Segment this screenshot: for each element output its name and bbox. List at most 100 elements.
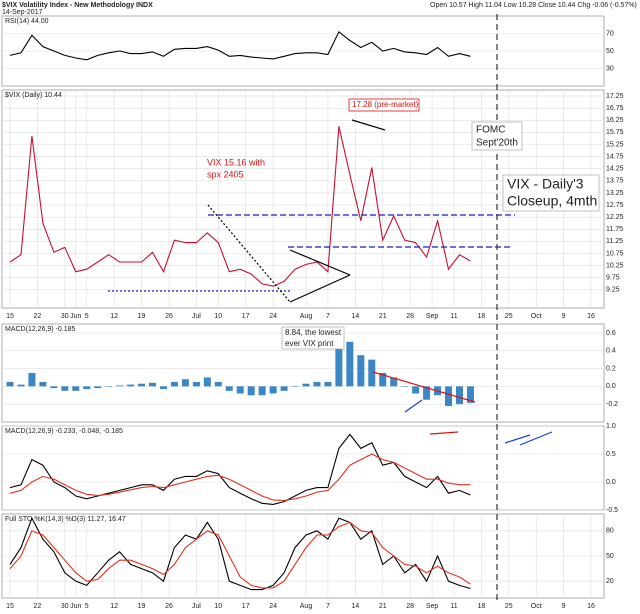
histogram-bar [116,385,124,387]
annotation: ever VIX print [285,339,334,348]
annotation: VIX - Daily'3 [507,176,584,192]
x-tick-label: 11 [450,313,457,320]
y-tick-label: -0.2 [606,401,618,408]
histogram-bar [159,386,167,390]
y-tick-label: 9.75 [606,275,620,282]
y-tick-label: 30 [606,65,614,72]
histogram-bar [192,381,200,387]
histogram-bar [138,383,146,387]
x-tick-label: 28 [406,313,414,320]
histogram-bar [247,386,255,396]
x-tick-label: 30 [61,313,69,320]
y-tick-label: 10.75 [606,250,624,257]
x-tick-label: Oct [531,603,542,610]
histogram-bar [170,381,178,387]
histogram-bar [39,381,47,387]
x-tick-label: Aug [300,603,313,610]
x-tick-label: Jun [70,603,81,610]
histogram-bar [445,386,453,406]
y-tick-label: 15.75 [606,129,624,136]
x-tick-label: Oct [531,313,542,320]
histogram-bar [357,355,365,387]
histogram-bar [236,386,244,394]
histogram-bar [17,384,25,387]
x-tick-label: 25 [505,603,513,610]
drawn-line [289,274,351,303]
y-tick-label: 13.75 [606,178,624,185]
x-tick-label: 22 [34,313,42,320]
x-tick-label: Aug [300,313,313,320]
x-tick-label: 16 [587,313,595,320]
series-line [9,453,471,502]
annotation-box [348,98,420,112]
histogram-bar [346,341,354,387]
annotation: VIX 15.16 with [207,157,265,167]
histogram-bar [6,381,14,387]
y-tick-label: 14.75 [606,153,624,160]
drawn-line [504,434,531,444]
x-tick-label: 21 [379,603,387,610]
y-tick-label: 16.75 [606,105,624,112]
histogram-bar [466,386,474,403]
x-tick-label: Sep [426,603,439,610]
x-tick-label: 7 [326,313,330,320]
histogram-bar [214,381,222,387]
histogram-bar [72,386,80,391]
y-tick-label: 80 [606,528,614,535]
header-date: 14-Sep-2017 [2,9,43,16]
panel-frame [1,425,605,511]
x-tick-label: 5 [85,603,89,610]
drawn-line [289,249,351,276]
x-tick-label: 16 [587,603,595,610]
x-tick-label: 7 [326,603,330,610]
histogram-bar [225,386,233,391]
x-tick-label: 24 [269,603,277,610]
histogram-bar [94,386,102,389]
y-tick-label: 9.25 [606,287,620,294]
histogram-bar [105,386,113,387]
x-tick-label: 24 [269,313,277,320]
histogram-bar [269,386,277,394]
panel-legend: RSI(14) 44.00 [5,18,49,25]
y-tick-label: 1.0 [606,423,616,430]
histogram-bar [291,386,299,387]
annotation: FOMC [476,125,505,136]
y-tick-label: 0.4 [606,348,616,355]
annotation-box [281,326,345,350]
drawn-line [372,371,476,403]
histogram-bar [455,386,463,405]
annotation: Closeup, 4mth [507,193,597,209]
histogram-bar [280,386,288,391]
annotation: Sept'20th [476,138,518,149]
y-tick-label: 14.25 [606,166,624,173]
y-tick-label: 11.75 [606,226,623,233]
x-tick-label: 10 [214,603,222,610]
header-title: $VIX Volatility Index - New Methodology … [2,2,153,9]
x-tick-label: 17 [242,603,250,610]
x-tick-label: 10 [214,313,222,320]
x-tick-label: 15 [6,603,14,610]
y-tick-label: 12.75 [606,202,624,209]
y-tick-label: 11.25 [606,238,623,245]
histogram-bar [181,379,189,387]
series-line [9,126,471,287]
histogram-bar [379,373,387,387]
x-tick-label: 26 [165,313,173,320]
y-tick-label: 15.25 [606,141,624,148]
y-tick-label: 0.2 [606,365,616,372]
histogram-bar [127,384,135,387]
histogram-bar [149,382,157,387]
histogram-bar [313,381,321,387]
histogram-bar [423,386,431,400]
histogram-bar [258,386,266,396]
series-line [9,30,471,61]
y-tick-label: 13.25 [606,190,624,197]
x-tick-label: 22 [34,603,42,610]
annotation: 8.84, the lowest [285,328,342,337]
histogram-bar [401,386,409,387]
x-tick-label: 9 [562,313,566,320]
x-tick-label: 21 [379,313,387,320]
histogram-bar [302,383,310,387]
x-tick-label: Jun [70,313,81,320]
